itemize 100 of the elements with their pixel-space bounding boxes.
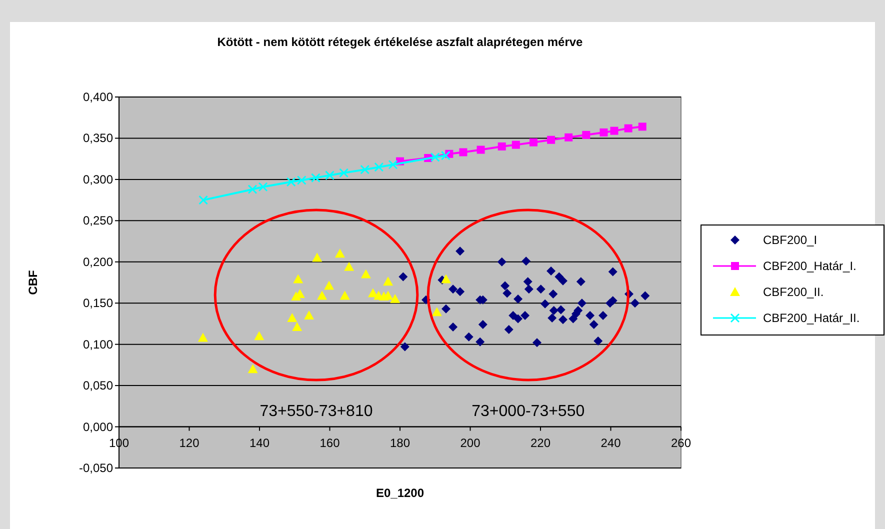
x-tick-label: 180: [390, 436, 410, 450]
point: [254, 331, 264, 340]
y-tick-label: 0,150: [82, 296, 114, 310]
point: [564, 133, 573, 142]
point: [638, 122, 646, 131]
point: [312, 252, 322, 262]
y-tick-label: 0,400: [82, 90, 114, 104]
point: [478, 320, 488, 330]
legend-label: CBF200_Határ_II.: [763, 311, 860, 325]
point: [324, 280, 334, 290]
point: [558, 276, 568, 286]
annotation: 73+550-73+810: [260, 403, 373, 420]
point: [344, 262, 354, 271]
point: [390, 294, 400, 303]
y-tick-label: 0,200: [82, 254, 114, 269]
point: [598, 310, 608, 320]
point: [498, 142, 506, 150]
point: [398, 272, 408, 282]
y-tick-label: 0,000: [82, 420, 114, 434]
point: [524, 284, 534, 294]
x-tick-label: 220: [530, 436, 551, 450]
point: [432, 307, 442, 316]
point: [456, 287, 465, 296]
x-tick-label: 260: [670, 436, 692, 450]
point: [310, 173, 320, 183]
point: [304, 310, 314, 320]
point: [514, 314, 523, 324]
x-tick-label: 200: [460, 436, 481, 450]
point: [548, 290, 558, 299]
point: [456, 246, 465, 256]
point: [540, 299, 550, 308]
point: [522, 256, 531, 266]
x-tick-label: 240: [600, 436, 622, 450]
point: [258, 182, 268, 192]
x-axis-title: E0_1200: [376, 486, 424, 500]
point: [388, 160, 398, 170]
point: [546, 266, 556, 276]
legend-label: CBF200_I: [763, 233, 818, 247]
point: [536, 284, 546, 294]
point: [400, 342, 410, 352]
point: [523, 277, 532, 286]
legend-label: CBF200_II.: [763, 285, 824, 299]
point: [600, 128, 608, 136]
point: [383, 276, 394, 286]
point: [360, 269, 371, 278]
point: [248, 364, 258, 374]
point: [287, 312, 298, 322]
point: [334, 248, 345, 258]
point: [476, 146, 485, 154]
point: [549, 306, 558, 316]
legend-label: CBF200_Határ_I.: [763, 259, 856, 273]
chart-title: Kötött - nem kötött rétegek értékelése aszfalt alaprétegen mérve: [217, 35, 584, 49]
point: [504, 324, 514, 334]
point: [441, 274, 452, 284]
point: [548, 313, 557, 322]
point: [360, 164, 370, 174]
point: [577, 298, 586, 308]
point: [508, 310, 518, 320]
point: [502, 288, 512, 298]
point: [529, 138, 538, 146]
point: [500, 281, 510, 290]
point: [610, 126, 618, 135]
y-tick-label: 0,250: [82, 214, 114, 228]
y-tick-label: 0,050: [82, 378, 114, 393]
point: [582, 130, 590, 139]
point: [608, 296, 618, 306]
point: [292, 322, 302, 332]
point: [497, 257, 506, 266]
point: [512, 140, 520, 149]
point: [624, 124, 632, 132]
point: [293, 274, 304, 284]
point: [325, 170, 334, 180]
point: [640, 291, 650, 300]
point: [198, 332, 208, 342]
point: [514, 294, 523, 304]
point: [198, 195, 208, 205]
y-axis-title: CBF: [26, 270, 40, 295]
point: [589, 320, 598, 330]
point: [464, 332, 474, 342]
x-tick-label: 120: [179, 436, 200, 450]
point: [442, 304, 451, 314]
point: [248, 184, 258, 194]
y-tick-label: -0,050: [78, 461, 114, 475]
point: [556, 305, 566, 314]
point: [594, 336, 603, 346]
x-tick-label: 160: [320, 436, 340, 450]
point: [532, 338, 542, 348]
point: [608, 267, 618, 276]
point: [520, 310, 530, 320]
point: [568, 314, 578, 324]
point: [576, 277, 586, 286]
point: [317, 290, 328, 300]
point: [459, 148, 468, 156]
point: [547, 136, 556, 144]
point: [374, 162, 384, 172]
y-tick-label: 0,300: [82, 172, 114, 186]
point: [586, 310, 595, 320]
point: [340, 290, 350, 300]
x-tick-label: 140: [249, 436, 270, 450]
point: [448, 322, 458, 332]
